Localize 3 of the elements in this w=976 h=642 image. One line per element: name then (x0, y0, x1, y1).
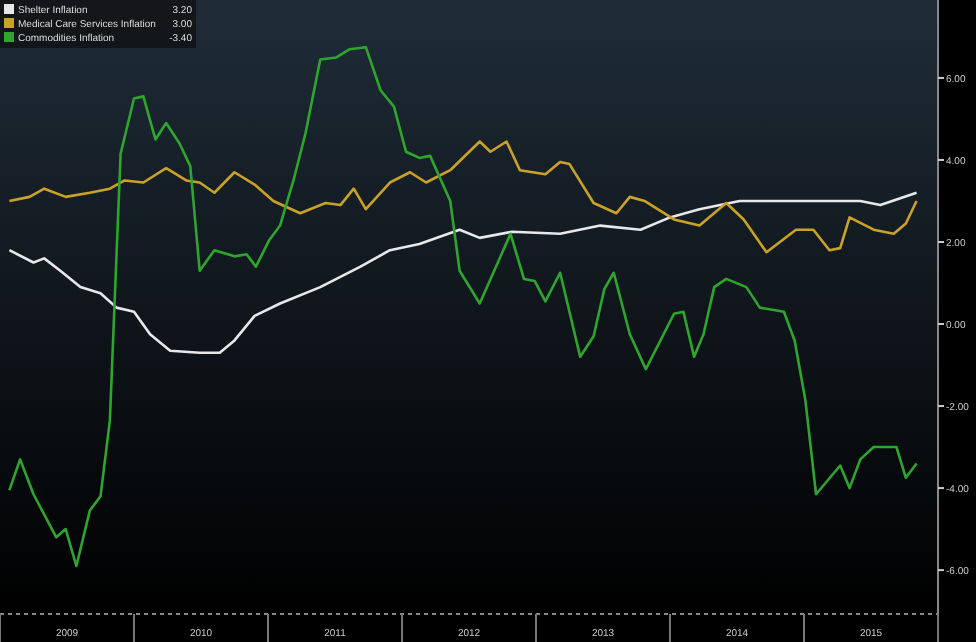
line-series (8, 191, 918, 355)
line-series (8, 140, 918, 254)
line-series (8, 45, 918, 568)
